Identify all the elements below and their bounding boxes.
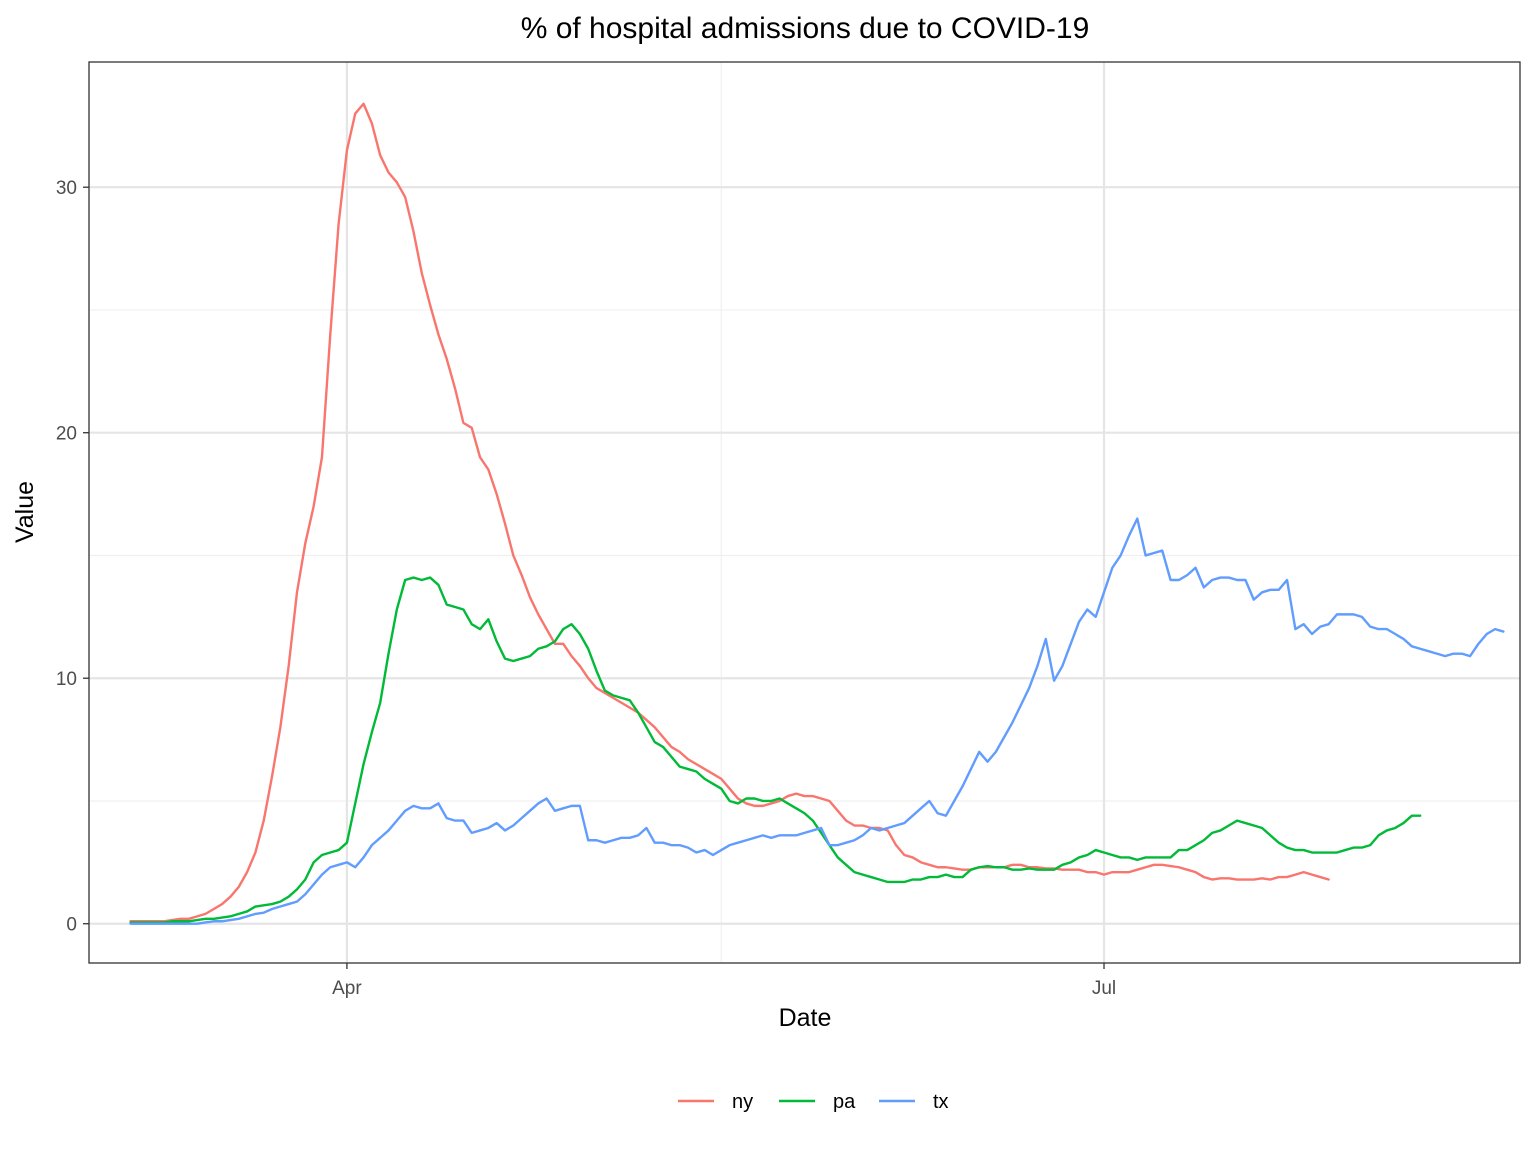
- legend-label-pa: pa: [833, 1091, 856, 1113]
- legend-label-tx: tx: [933, 1091, 949, 1113]
- y-tick-label: 20: [56, 424, 77, 445]
- series-line-tx: [129, 517, 1505, 925]
- y-tick-label: 30: [56, 178, 77, 199]
- y-tick-label: 10: [56, 669, 77, 690]
- x-tick-label: Apr: [332, 978, 362, 999]
- legend: ny pa tx: [678, 1091, 949, 1113]
- legend-label-ny: ny: [732, 1091, 753, 1113]
- major-gridlines: [89, 62, 1520, 963]
- y-tick-label: 0: [66, 915, 77, 936]
- x-axis-title: Date: [779, 1004, 832, 1032]
- minor-gridlines: [89, 62, 1520, 963]
- chart-title: % of hospital admissions due to COVID-19: [521, 12, 1090, 45]
- x-axis: Apr Jul: [332, 963, 1116, 999]
- y-axis-title: Value: [11, 481, 39, 543]
- x-tick-label: Jul: [1092, 978, 1116, 999]
- panel-border: [88, 61, 1521, 964]
- y-axis: 0 10 20 30: [56, 178, 89, 936]
- series-line-ny: [129, 102, 1330, 923]
- series-line-pa: [129, 576, 1422, 924]
- series-lines: [129, 102, 1505, 925]
